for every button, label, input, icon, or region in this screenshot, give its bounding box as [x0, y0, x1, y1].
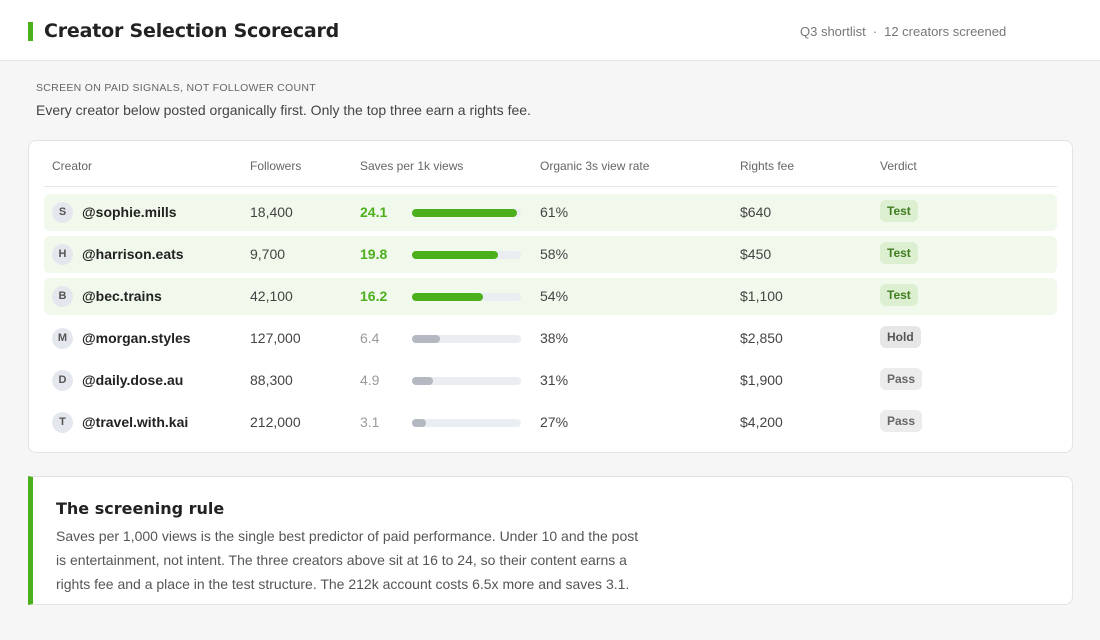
creators-screened-count: 12 creators screened	[884, 24, 1007, 39]
saves-value: 4.9	[360, 372, 380, 388]
view-rate-value: 61%	[540, 204, 569, 220]
rule-title: The screening rule	[56, 499, 225, 518]
saves-bar-fill	[412, 377, 433, 385]
followers-value: 88,300	[250, 372, 293, 388]
saves-bar-track	[412, 377, 521, 385]
verdict-badge: Pass	[880, 410, 923, 432]
column-header-creator[interactable]: Creator	[52, 159, 93, 173]
intro-text: Every creator below posted organically f…	[36, 102, 531, 118]
followers-value: 18,400	[250, 204, 293, 220]
view-rate-value: 27%	[540, 414, 569, 430]
saves-bar-fill	[412, 209, 517, 217]
column-header-saves[interactable]: Saves per 1k views	[360, 159, 464, 173]
creator-handle[interactable]: @harrison.eats	[82, 246, 184, 262]
rights-fee-value: $640	[740, 204, 772, 220]
saves-value: 6.4	[360, 330, 380, 346]
view-rate-value: 58%	[540, 246, 569, 262]
page-title: Creator Selection Scorecard	[44, 20, 340, 42]
table-row[interactable]: T @travel.with.kai 212,000 3.1 27% $4,200 Pass	[44, 404, 1057, 441]
followers-value: 127,000	[250, 330, 301, 346]
rights-fee-value: $2,850	[740, 330, 783, 346]
avatar: B	[52, 286, 73, 307]
verdict-badge: Test	[880, 284, 918, 306]
shortlist-label: Q3 shortlist	[800, 24, 866, 39]
verdict-badge: Test	[880, 242, 918, 264]
saves-value: 16.2	[360, 288, 388, 304]
scorecard-table: Creator Followers Saves per 1k views Org…	[28, 140, 1073, 453]
title-accent-bar	[28, 22, 33, 41]
saves-bar-track	[412, 251, 521, 259]
saves-bar-fill	[412, 419, 426, 427]
rights-fee-value: $1,900	[740, 372, 783, 388]
column-header-view-rate[interactable]: Organic 3s view rate	[540, 159, 650, 173]
verdict-badge: Pass	[880, 368, 923, 390]
creator-handle[interactable]: @morgan.styles	[82, 330, 191, 346]
table-row[interactable]: M @morgan.styles 127,000 6.4 38% $2,850 Hold	[44, 320, 1057, 357]
view-rate-value: 31%	[540, 372, 569, 388]
rights-fee-value: $1,100	[740, 288, 783, 304]
table-row[interactable]: H @harrison.eats 9,700 19.8 58% $450 Test	[44, 236, 1057, 273]
creator-handle[interactable]: @daily.dose.au	[82, 372, 184, 388]
view-rate-value: 38%	[540, 330, 569, 346]
verdict-badge: Test	[880, 200, 918, 222]
avatar: S	[52, 202, 73, 223]
page-header: Creator Selection Scorecard Q3 shortlist…	[0, 0, 1100, 61]
screening-rule-card: The screening rule Saves per 1,000 views…	[28, 476, 1073, 605]
header-meta: Q3 shortlist · 12 creators screened	[800, 24, 1006, 39]
saves-bar-track	[412, 419, 521, 427]
saves-bar-fill	[412, 251, 498, 259]
saves-bar-fill	[412, 335, 440, 343]
saves-value: 3.1	[360, 414, 380, 430]
column-header-rights-fee[interactable]: Rights fee	[740, 159, 795, 173]
meta-separator: ·	[872, 24, 878, 39]
intro-eyebrow: SCREEN ON PAID SIGNALS, NOT FOLLOWER COU…	[36, 82, 317, 94]
saves-bar-track	[412, 293, 521, 301]
avatar: H	[52, 244, 73, 265]
saves-bar-fill	[412, 293, 483, 301]
view-rate-value: 54%	[540, 288, 569, 304]
rights-fee-value: $450	[740, 246, 772, 262]
column-header-verdict[interactable]: Verdict	[880, 159, 917, 173]
avatar: T	[52, 412, 73, 433]
rights-fee-value: $4,200	[740, 414, 783, 430]
followers-value: 9,700	[250, 246, 286, 262]
table-row[interactable]: S @sophie.mills 18,400 24.1 61% $640 Test	[44, 194, 1057, 231]
creator-handle[interactable]: @bec.trains	[82, 288, 162, 304]
saves-value: 24.1	[360, 204, 388, 220]
saves-bar-track	[412, 209, 521, 217]
table-row[interactable]: B @bec.trains 42,100 16.2 54% $1,100 Test	[44, 278, 1057, 315]
saves-value: 19.8	[360, 246, 388, 262]
followers-value: 42,100	[250, 288, 293, 304]
avatar: D	[52, 370, 73, 391]
header-divider	[44, 186, 1057, 187]
rule-body: Saves per 1,000 views is the single best…	[56, 528, 639, 592]
saves-bar-track	[412, 335, 521, 343]
creator-handle[interactable]: @travel.with.kai	[82, 414, 189, 430]
avatar: M	[52, 328, 73, 349]
column-header-followers[interactable]: Followers	[250, 159, 302, 173]
table-row[interactable]: D @daily.dose.au 88,300 4.9 31% $1,900 Pass	[44, 362, 1057, 399]
creator-handle[interactable]: @sophie.mills	[82, 204, 177, 220]
verdict-badge: Hold	[880, 326, 921, 348]
followers-value: 212,000	[250, 414, 301, 430]
